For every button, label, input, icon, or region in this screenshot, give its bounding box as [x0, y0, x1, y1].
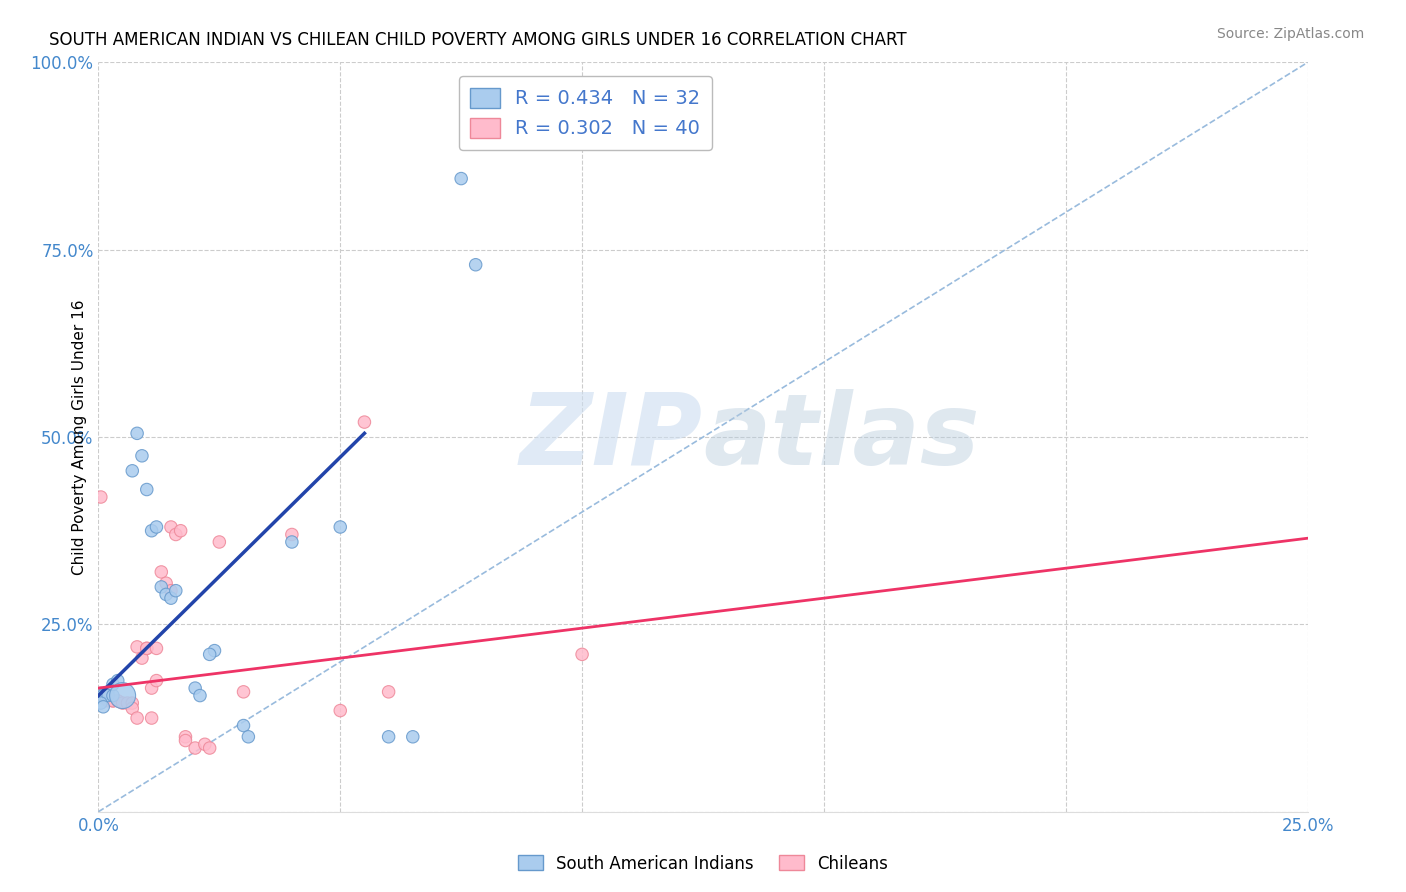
Point [127, 711, 149, 725]
Point [160, 583, 183, 598]
Y-axis label: Child Poverty Among Girls Under 16: Child Poverty Among Girls Under 16 [72, 300, 87, 574]
Point [121, 696, 143, 710]
Point [101, 689, 124, 703]
Legend: South American Indians, Chileans: South American Indians, Chileans [512, 848, 894, 880]
Point [174, 730, 197, 744]
Point [121, 464, 143, 478]
Point [281, 535, 304, 549]
Point [174, 733, 197, 747]
Point [450, 171, 472, 186]
Point [232, 685, 254, 699]
Point [111, 696, 134, 710]
Point [117, 696, 139, 710]
Point [131, 651, 153, 665]
Point [127, 426, 149, 441]
Point [94, 689, 117, 703]
Point [141, 524, 163, 538]
Point [90, 490, 112, 504]
Point [91, 689, 114, 703]
Point [377, 730, 399, 744]
Point [94, 690, 117, 705]
Point [101, 677, 124, 691]
Point [90, 686, 112, 700]
Point [329, 520, 352, 534]
Point [160, 591, 183, 606]
Point [97, 694, 120, 708]
Point [194, 737, 217, 751]
Point [184, 741, 207, 756]
Point [141, 681, 163, 695]
Legend: R = 0.434   N = 32, R = 0.302   N = 40: R = 0.434 N = 32, R = 0.302 N = 40 [458, 76, 711, 150]
Point [571, 648, 593, 662]
Point [150, 580, 173, 594]
Text: ZIP: ZIP [520, 389, 703, 485]
Point [145, 673, 167, 688]
Point [107, 673, 129, 688]
Point [329, 704, 352, 718]
Point [198, 648, 221, 662]
Point [402, 730, 425, 744]
Point [184, 681, 207, 695]
Point [90, 689, 112, 703]
Point [97, 689, 120, 703]
Point [377, 685, 399, 699]
Point [121, 701, 143, 715]
Point [155, 587, 177, 601]
Point [238, 730, 260, 744]
Point [135, 483, 157, 497]
Point [145, 641, 167, 656]
Point [165, 527, 187, 541]
Text: SOUTH AMERICAN INDIAN VS CHILEAN CHILD POVERTY AMONG GIRLS UNDER 16 CORRELATION : SOUTH AMERICAN INDIAN VS CHILEAN CHILD P… [49, 31, 907, 49]
Point [188, 689, 211, 703]
Point [150, 565, 173, 579]
Point [91, 690, 114, 705]
Point [127, 640, 149, 654]
Point [155, 576, 177, 591]
Point [165, 583, 187, 598]
Point [141, 711, 163, 725]
Point [208, 535, 231, 549]
Point [97, 690, 120, 705]
Point [281, 527, 304, 541]
Point [101, 694, 124, 708]
Point [160, 520, 183, 534]
Point [90, 696, 112, 710]
Point [353, 415, 375, 429]
Text: atlas: atlas [703, 389, 980, 485]
Point [232, 718, 254, 732]
Point [107, 694, 129, 708]
Point [131, 449, 153, 463]
Point [91, 699, 114, 714]
Point [145, 520, 167, 534]
Point [204, 643, 226, 657]
Point [464, 258, 486, 272]
Point [198, 741, 221, 756]
Point [135, 641, 157, 656]
Point [135, 641, 157, 656]
Text: Source: ZipAtlas.com: Source: ZipAtlas.com [1216, 27, 1364, 41]
Point [101, 694, 124, 708]
Point [97, 685, 120, 699]
Point [169, 524, 191, 538]
Point [111, 689, 134, 703]
